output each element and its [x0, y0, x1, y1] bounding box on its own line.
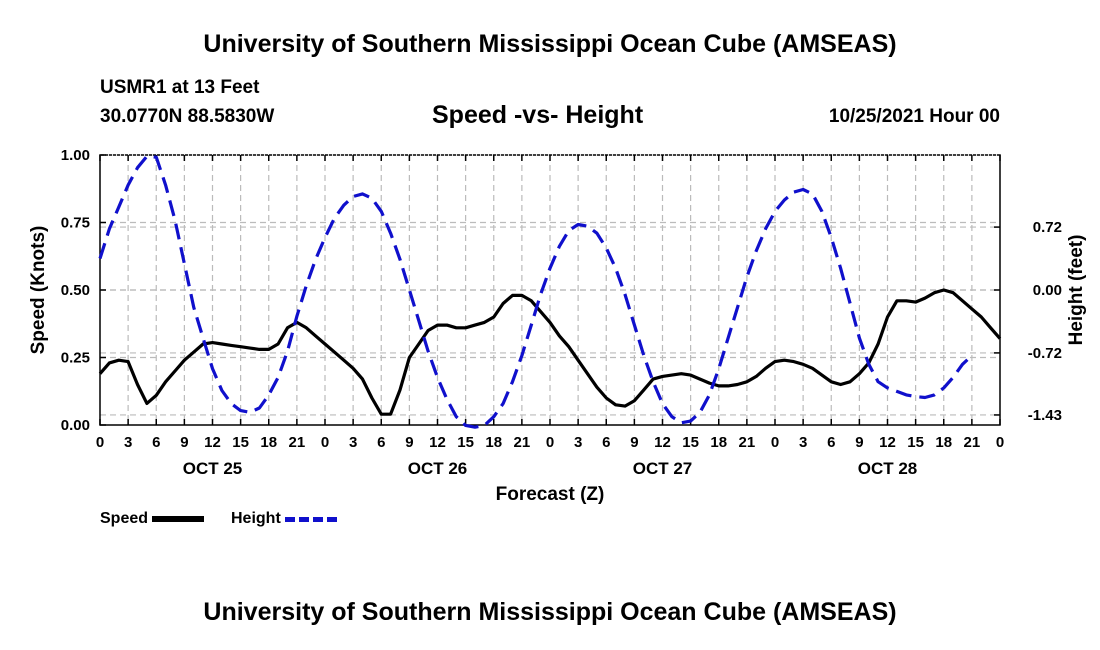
main-title: University of Southern Mississippi Ocean…: [203, 30, 897, 58]
day-label: OCT 26: [408, 459, 468, 478]
footer-title: University of Southern Mississippi Ocean…: [203, 598, 897, 626]
series-line-speed: [98, 288, 1002, 416]
x-tick-label: 12: [879, 434, 896, 451]
y2-tick-label: 0.00: [1033, 282, 1062, 299]
legend-speed: Speed: [100, 510, 205, 528]
x-tick-label: 6: [602, 434, 610, 451]
x-tick-label: 0: [771, 434, 779, 451]
y-tick-label: 0.75: [61, 215, 90, 232]
x-tick-label: 21: [289, 434, 306, 451]
x-tick-label: 0: [321, 434, 329, 451]
x-tick-label: 15: [682, 434, 699, 451]
x-tick-label: 15: [457, 434, 474, 451]
x-tick-label: 9: [630, 434, 638, 451]
x-tick-label: 12: [654, 434, 671, 451]
x-tick-label: 6: [827, 434, 835, 451]
x-tick-label: 3: [574, 434, 582, 451]
x-tick-label: 21: [964, 434, 981, 451]
y2-tick-label: -1.43: [1028, 407, 1062, 424]
y-tick-label: 0.25: [61, 350, 90, 367]
coordinates-label: 30.0770N 88.5830W: [100, 106, 275, 127]
x-tick-label: 3: [349, 434, 357, 451]
x-tick-label: 6: [377, 434, 385, 451]
x-tick-label: 0: [96, 434, 104, 451]
y-axis-title: Speed (Knots): [28, 226, 49, 355]
y-tick-label: 0.00: [61, 417, 90, 434]
station-label: USMR1 at 13 Feet: [100, 77, 260, 98]
x-tick-label: 12: [429, 434, 446, 451]
x-tick-label: 3: [799, 434, 807, 451]
x-tick-label: 0: [996, 434, 1004, 451]
x-tick-label: 15: [907, 434, 924, 451]
y-tick-label: 1.00: [61, 147, 90, 164]
x-tick-label: 18: [260, 434, 277, 451]
y2-axis-title: Height (feet): [1066, 235, 1087, 346]
day-label: OCT 28: [858, 459, 918, 478]
legend-speed-label: Speed: [100, 510, 149, 527]
x-tick-label: 9: [180, 434, 188, 451]
x-tick-label: 18: [485, 434, 502, 451]
chart-title: Speed -vs- Height: [432, 101, 644, 129]
legend-height: Height: [231, 510, 337, 528]
x-tick-label: 15: [232, 434, 249, 451]
x-tick-label: 18: [935, 434, 952, 451]
series-line-height: [98, 154, 973, 429]
day-label: OCT 25: [183, 459, 243, 478]
legend-height-swatch: [284, 516, 337, 522]
x-tick-label: 12: [204, 434, 221, 451]
legend-height-label: Height: [231, 510, 281, 527]
day-label: OCT 27: [633, 459, 693, 478]
x-tick-label: 9: [855, 434, 863, 451]
y2-tick-label: -0.72: [1028, 345, 1062, 362]
x-tick-label: 9: [405, 434, 413, 451]
y2-tick-label: 0.72: [1033, 219, 1062, 236]
legend-speed-swatch: [152, 516, 205, 522]
x-axis-title: Forecast (Z): [496, 484, 605, 505]
x-tick-label: 21: [739, 434, 756, 451]
x-tick-label: 18: [710, 434, 727, 451]
x-tick-label: 6: [152, 434, 160, 451]
x-tick-label: 3: [124, 434, 132, 451]
run-date-label: 10/25/2021 Hour 00: [828, 106, 1000, 127]
x-tick-label: 0: [546, 434, 554, 451]
y-tick-label: 0.50: [61, 282, 90, 299]
x-tick-label: 21: [514, 434, 531, 451]
